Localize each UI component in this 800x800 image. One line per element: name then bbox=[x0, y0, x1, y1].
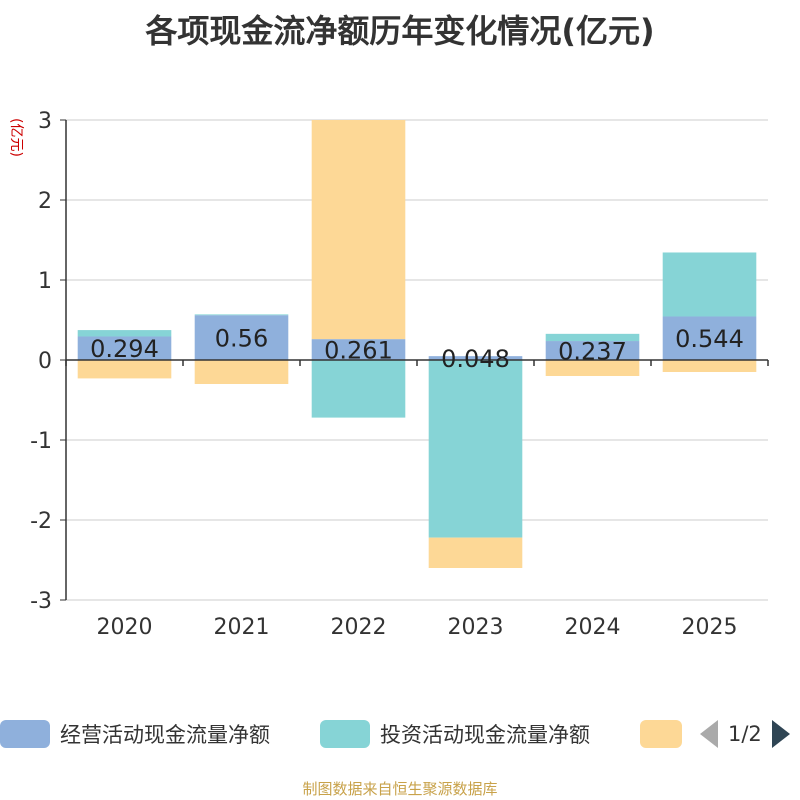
x-tick-label-2024: 2024 bbox=[565, 615, 621, 640]
data-label-2021: 0.56 bbox=[215, 325, 268, 353]
legend-swatch-operating bbox=[0, 720, 50, 748]
data-label-2020: 0.294 bbox=[90, 335, 159, 363]
x-tick-label-2022: 2022 bbox=[331, 615, 387, 640]
y-tick-label-1: 1 bbox=[38, 269, 52, 294]
bar-2024-series-2 bbox=[545, 360, 640, 376]
y-tick-label-0: 0 bbox=[38, 349, 52, 374]
y-tick-label-3: 3 bbox=[38, 109, 52, 134]
bar-2022-series-0 bbox=[311, 339, 406, 360]
legend-label-investing: 投资活动现金流量净额 bbox=[380, 723, 590, 747]
bar-2020-series-0 bbox=[77, 336, 172, 360]
x-tick-label-2025: 2025 bbox=[682, 615, 738, 640]
chart-title: 各项现金流净额历年变化情况(亿元) bbox=[145, 12, 655, 50]
legend-swatch-financing bbox=[640, 720, 682, 748]
bar-2020-series-1 bbox=[77, 330, 172, 337]
bar-2022-series-1 bbox=[311, 360, 406, 418]
data-label-2023: 0.048 bbox=[441, 345, 510, 373]
bar-2023-series-1 bbox=[428, 360, 523, 538]
bar-2025-series-1 bbox=[662, 252, 757, 317]
bar-2023-series-2 bbox=[428, 537, 523, 568]
prev-page-icon[interactable] bbox=[700, 720, 718, 748]
legend-item-financing[interactable] bbox=[640, 716, 682, 752]
y-tick-label-2: 2 bbox=[38, 189, 52, 214]
legend-pager: 1/2 bbox=[700, 716, 790, 752]
x-tick-label-2020: 2020 bbox=[97, 615, 153, 640]
bar-2021-series-1 bbox=[194, 314, 289, 316]
x-tick-label-2021: 2021 bbox=[214, 615, 270, 640]
legend-page-indicator: 1/2 bbox=[728, 722, 762, 746]
bar-2024-series-0 bbox=[545, 341, 640, 360]
bar-2023-series-0 bbox=[428, 356, 523, 360]
data-label-2025: 0.544 bbox=[675, 325, 744, 353]
y-tick-label--1: -1 bbox=[30, 429, 52, 454]
data-label-2022: 0.261 bbox=[324, 337, 393, 365]
legend-swatch-investing bbox=[320, 720, 370, 748]
bar-2021-series-0 bbox=[194, 315, 289, 360]
source-note: 制图数据来自恒生聚源数据库 bbox=[302, 780, 498, 798]
legend: 经营活动现金流量净额 投资活动现金流量净额 bbox=[0, 716, 800, 752]
legend-item-investing[interactable]: 投资活动现金流量净额 bbox=[320, 716, 590, 752]
y-tick-label--2: -2 bbox=[30, 509, 52, 534]
bar-2020-series-2 bbox=[77, 360, 172, 379]
bar-2022-series-2 bbox=[311, 120, 406, 340]
y-tick-label--3: -3 bbox=[30, 589, 52, 614]
bar-2025-series-2 bbox=[662, 360, 757, 372]
bar-2025-series-0 bbox=[662, 316, 757, 360]
y-axis-label: (亿元) bbox=[8, 118, 24, 157]
x-tick-label-2023: 2023 bbox=[448, 615, 504, 640]
next-page-icon[interactable] bbox=[771, 720, 790, 748]
bar-2021-series-2 bbox=[194, 360, 289, 384]
bar-2024-series-1 bbox=[545, 333, 640, 342]
legend-label-operating: 经营活动现金流量净额 bbox=[60, 723, 270, 747]
chart-plot: -3 -2 -1 0 1 2 3 2020 2021 2022 2023 2024 2025 0.294… bbox=[8, 109, 769, 640]
legend-item-operating[interactable]: 经营活动现金流量净额 bbox=[0, 716, 270, 752]
data-label-2024: 0.237 bbox=[558, 338, 627, 366]
